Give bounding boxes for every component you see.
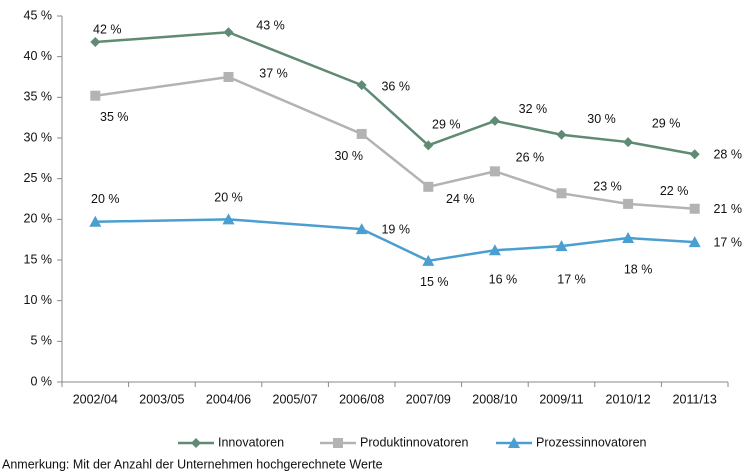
data-label: 29 % bbox=[652, 116, 681, 130]
marker bbox=[356, 128, 367, 139]
marker bbox=[222, 213, 235, 225]
marker bbox=[489, 115, 500, 126]
legend-label: Innovatoren bbox=[218, 435, 284, 449]
x-tick-label: 2004/06 bbox=[206, 392, 251, 406]
data-label: 43 % bbox=[256, 19, 285, 33]
marker bbox=[90, 90, 101, 101]
marker bbox=[89, 215, 102, 227]
x-tick-label: 2002/04 bbox=[73, 392, 118, 406]
data-label: 30 % bbox=[334, 149, 363, 163]
note: Anmerkung: Mit der Anzahl der Unternehme… bbox=[2, 457, 383, 471]
line-segment bbox=[494, 170, 562, 195]
line-segment bbox=[561, 236, 629, 248]
marker bbox=[508, 437, 520, 448]
line-segment bbox=[494, 119, 562, 136]
y-tick-label: 15 % bbox=[24, 252, 53, 266]
marker bbox=[223, 72, 234, 82]
data-label: 20 % bbox=[91, 192, 120, 206]
data-label: 37 % bbox=[259, 66, 288, 80]
data-label: 36 % bbox=[381, 79, 410, 93]
data-label: 20 % bbox=[214, 191, 243, 205]
line-segment bbox=[228, 31, 363, 87]
data-label: 19 % bbox=[381, 222, 410, 236]
marker bbox=[355, 223, 368, 235]
marker bbox=[423, 140, 434, 151]
line-segment bbox=[628, 236, 695, 244]
y-tick-label: 0 % bbox=[30, 374, 52, 388]
data-label: 26 % bbox=[516, 151, 545, 165]
line-segment bbox=[360, 84, 430, 147]
marker bbox=[623, 137, 634, 148]
y-tick-label: 45 % bbox=[24, 8, 53, 22]
line-segment bbox=[427, 119, 496, 147]
line-segment bbox=[561, 133, 629, 144]
line-segment bbox=[95, 31, 229, 44]
x-tick-label: 2008/10 bbox=[472, 392, 517, 406]
data-label: 30 % bbox=[587, 112, 616, 126]
data-label: 16 % bbox=[489, 273, 518, 287]
x-tick-label: 2010/12 bbox=[606, 392, 651, 406]
legend-label: Prozessinnovatoren bbox=[536, 435, 647, 449]
line-segment bbox=[95, 75, 229, 97]
x-tick-label: 2009/11 bbox=[539, 392, 583, 406]
line-segment bbox=[360, 132, 430, 188]
data-label: 18 % bbox=[624, 262, 653, 276]
y-tick-label: 10 % bbox=[24, 293, 53, 307]
line-segment bbox=[228, 218, 362, 231]
marker bbox=[223, 27, 234, 38]
marker bbox=[423, 181, 434, 192]
marker bbox=[422, 254, 435, 266]
data-label: 17 % bbox=[713, 235, 742, 249]
line-segment bbox=[494, 244, 562, 252]
data-label: 29 % bbox=[432, 118, 461, 132]
y-tick-label: 35 % bbox=[24, 90, 53, 104]
marker bbox=[191, 438, 201, 448]
line-segment bbox=[228, 75, 363, 136]
x-tick-label: 2005/07 bbox=[273, 392, 318, 406]
marker bbox=[333, 438, 343, 448]
x-tick-label: 2003/05 bbox=[139, 392, 184, 406]
data-label: 23 % bbox=[593, 180, 622, 194]
marker bbox=[622, 232, 635, 244]
data-label: 32 % bbox=[519, 102, 548, 116]
data-label: 15 % bbox=[420, 275, 449, 289]
line-segment bbox=[428, 249, 496, 263]
line-segment bbox=[95, 218, 229, 224]
line-segment bbox=[361, 227, 429, 262]
y-tick-label: 5 % bbox=[30, 334, 52, 348]
marker bbox=[689, 203, 700, 214]
data-label: 35 % bbox=[100, 110, 129, 124]
marker bbox=[556, 129, 567, 140]
legend-label: Produktinnovatoren bbox=[360, 435, 468, 449]
x-tick-label: 2006/08 bbox=[339, 392, 384, 406]
marker bbox=[556, 188, 567, 199]
marker bbox=[488, 244, 501, 256]
data-label: 28 % bbox=[713, 148, 742, 162]
line-segment bbox=[561, 192, 629, 206]
line-segment bbox=[428, 170, 496, 189]
marker bbox=[689, 149, 700, 160]
marker bbox=[90, 37, 101, 48]
line-segment bbox=[628, 202, 695, 211]
marker bbox=[688, 236, 701, 248]
y-tick-label: 20 % bbox=[24, 212, 53, 226]
line-segment bbox=[627, 140, 695, 156]
marker bbox=[623, 198, 634, 209]
data-label: 42 % bbox=[93, 22, 122, 36]
data-label: 22 % bbox=[660, 184, 689, 198]
y-tick-label: 30 % bbox=[24, 130, 53, 144]
marker bbox=[356, 80, 367, 91]
x-tick-label: 2011/13 bbox=[673, 392, 717, 406]
data-label: 21 % bbox=[713, 202, 742, 216]
y-tick-label: 40 % bbox=[24, 49, 53, 63]
data-label: 24 % bbox=[446, 192, 475, 206]
marker bbox=[555, 240, 568, 252]
y-tick-label: 25 % bbox=[24, 171, 53, 185]
marker bbox=[489, 166, 500, 177]
data-label: 17 % bbox=[557, 272, 586, 286]
x-tick-label: 2007/09 bbox=[406, 392, 451, 406]
